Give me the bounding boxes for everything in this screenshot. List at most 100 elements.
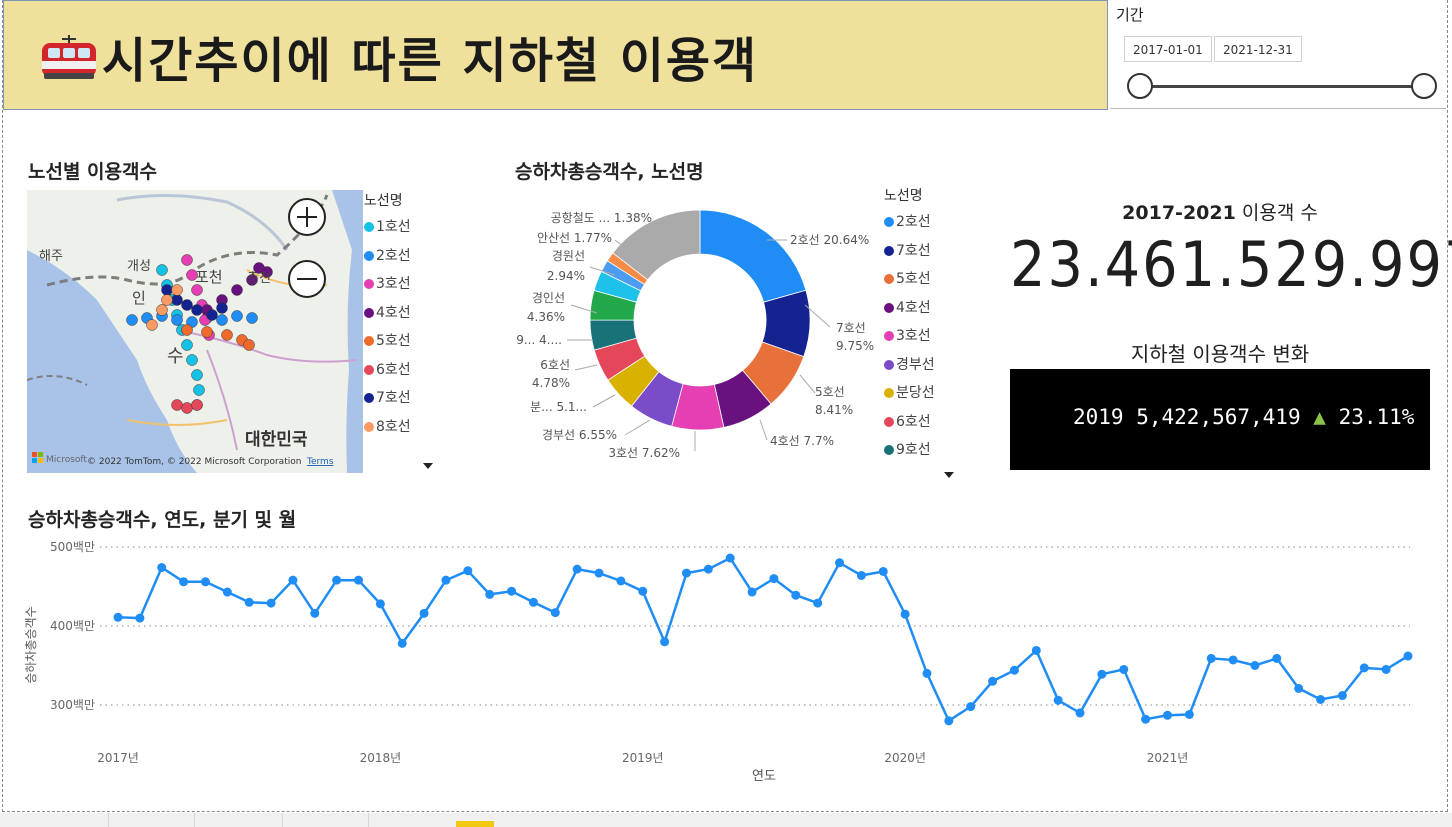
data-point[interactable] — [222, 587, 232, 597]
data-point[interactable] — [244, 597, 254, 607]
data-point[interactable] — [375, 599, 385, 609]
map-point[interactable] — [231, 310, 243, 322]
donut-legend-item[interactable]: 2호선 — [884, 211, 935, 240]
data-point[interactable] — [1228, 655, 1238, 665]
map-point[interactable] — [161, 294, 173, 306]
page-tab[interactable] — [108, 813, 195, 827]
donut-legend-item[interactable]: 5호선 — [884, 268, 935, 297]
map-point[interactable] — [181, 339, 193, 351]
donut-legend-item[interactable]: 3호선 — [884, 325, 935, 354]
data-point[interactable] — [988, 676, 998, 686]
data-point[interactable] — [441, 575, 451, 585]
data-point[interactable] — [507, 586, 517, 596]
map-point[interactable] — [246, 312, 258, 324]
data-point[interactable] — [1031, 645, 1041, 655]
data-point[interactable] — [747, 587, 757, 597]
map-point[interactable] — [181, 299, 193, 311]
map-point[interactable] — [191, 399, 203, 411]
map-point[interactable] — [146, 319, 158, 331]
donut-legend-item[interactable]: 분당선 — [884, 382, 935, 411]
data-point[interactable] — [397, 638, 407, 648]
date-range-slicer[interactable]: 기간 2017-01-01 2021-12-31 — [1110, 0, 1446, 109]
donut-slice[interactable] — [612, 209, 701, 281]
map-point[interactable] — [193, 384, 205, 396]
data-point[interactable] — [550, 608, 560, 618]
map-point[interactable] — [216, 302, 228, 314]
start-date-input[interactable]: 2017-01-01 — [1124, 36, 1212, 62]
end-date-input[interactable]: 2021-12-31 — [1214, 36, 1302, 62]
data-point[interactable] — [835, 558, 845, 568]
map-legend-item[interactable]: 4호선 — [364, 302, 411, 331]
map-point[interactable] — [246, 274, 258, 286]
line-chart[interactable]: 500백만 400백만 300백만 2017년 2018년 2019년 2020년 2021… — [20, 530, 1430, 790]
data-point[interactable] — [1097, 669, 1107, 679]
data-point[interactable] — [332, 575, 342, 585]
map-point[interactable] — [161, 284, 173, 296]
zoom-out-button[interactable] — [288, 260, 326, 298]
data-point[interactable] — [354, 575, 364, 585]
data-point[interactable] — [1272, 653, 1282, 663]
data-point[interactable] — [1162, 710, 1172, 720]
map-point[interactable] — [191, 304, 203, 316]
data-point[interactable] — [856, 570, 866, 580]
map-point[interactable] — [156, 304, 168, 316]
data-point[interactable] — [1141, 714, 1151, 724]
data-point[interactable] — [1053, 695, 1063, 705]
map-legend-item[interactable]: 3호선 — [364, 273, 411, 302]
page-tab[interactable] — [282, 813, 369, 827]
map-terms-link[interactable]: Terms — [306, 457, 334, 467]
data-point[interactable] — [1337, 691, 1347, 701]
data-point[interactable] — [528, 597, 538, 607]
data-point[interactable] — [310, 608, 320, 618]
donut-slice[interactable] — [699, 209, 807, 303]
map-point[interactable] — [243, 339, 255, 351]
data-point[interactable] — [660, 637, 670, 647]
data-point[interactable] — [1381, 664, 1391, 674]
data-point[interactable] — [900, 609, 910, 619]
map-point[interactable] — [186, 269, 198, 281]
data-point[interactable] — [813, 598, 823, 608]
map-point[interactable] — [171, 294, 183, 306]
donut-legend-item[interactable]: 6호선 — [884, 411, 935, 440]
data-point[interactable] — [485, 589, 495, 599]
map-point[interactable] — [231, 284, 243, 296]
data-point[interactable] — [791, 590, 801, 600]
zoom-in-button[interactable] — [288, 198, 326, 236]
map-legend-item[interactable]: 2호선 — [364, 245, 411, 274]
donut-legend-item[interactable]: 9호선 — [884, 439, 935, 468]
data-point[interactable] — [616, 576, 626, 586]
data-point[interactable] — [966, 702, 976, 712]
data-point[interactable] — [594, 568, 604, 578]
map-point[interactable] — [191, 284, 203, 296]
active-page-tab[interactable] — [456, 821, 494, 827]
map-point[interactable] — [186, 354, 198, 366]
map-point[interactable] — [171, 314, 183, 326]
map-legend-item[interactable]: 6호선 — [364, 359, 411, 388]
donut-legend-item[interactable]: 경부선 — [884, 354, 935, 383]
data-point[interactable] — [419, 608, 429, 618]
line-map[interactable]: 해주 개성 포천 춘천 인 수 대한민국 Microsoft © 2022 To… — [27, 190, 363, 473]
page-tab[interactable] — [194, 813, 283, 827]
data-point[interactable] — [878, 566, 888, 576]
page-tab[interactable] — [22, 813, 109, 827]
map-point[interactable] — [181, 402, 193, 414]
data-point[interactable] — [681, 568, 691, 578]
data-point[interactable] — [1403, 651, 1413, 661]
map-legend-scroll-icon[interactable] — [423, 463, 433, 469]
map-point[interactable] — [181, 324, 193, 336]
map-point[interactable] — [126, 314, 138, 326]
data-point[interactable] — [157, 563, 167, 573]
data-point[interactable] — [135, 613, 145, 623]
data-point[interactable] — [769, 574, 779, 584]
map-legend-item[interactable]: 5호선 — [364, 330, 411, 359]
data-point[interactable] — [1184, 709, 1194, 719]
map-point[interactable] — [253, 262, 265, 274]
map-legend-item[interactable]: 7호선 — [364, 387, 411, 416]
data-point[interactable] — [1119, 664, 1129, 674]
data-point[interactable] — [463, 566, 473, 576]
slider-track[interactable] — [1140, 85, 1424, 88]
map-point[interactable] — [191, 369, 203, 381]
data-point[interactable] — [1316, 694, 1326, 704]
data-point[interactable] — [200, 577, 210, 587]
map-point[interactable] — [221, 329, 233, 341]
